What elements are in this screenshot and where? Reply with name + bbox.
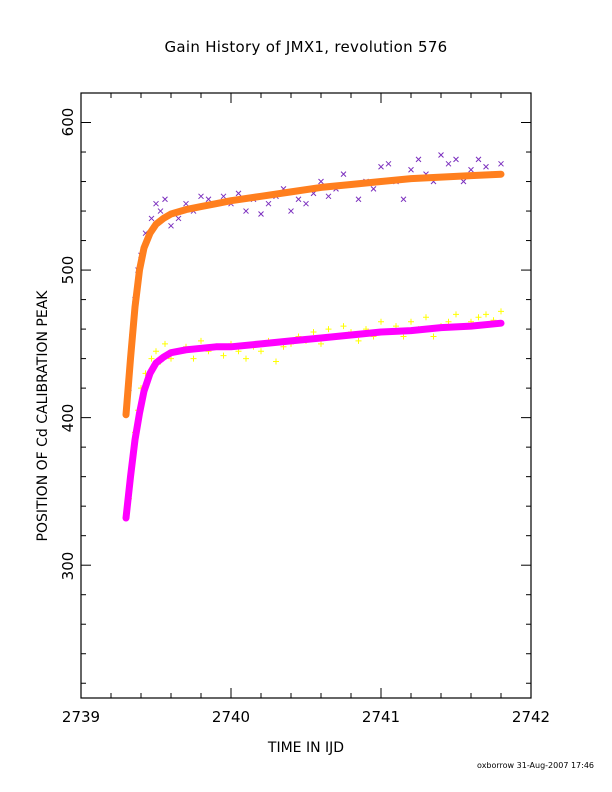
data-point	[198, 193, 204, 200]
data-point	[243, 355, 249, 362]
series-layer	[122, 152, 505, 522]
y-tick-label: 500	[59, 256, 77, 285]
data-point	[168, 222, 174, 229]
fit-curve	[122, 319, 505, 522]
x-axis-label: TIME IN IJD	[267, 740, 345, 756]
data-point	[460, 178, 467, 185]
data-point	[400, 196, 407, 203]
series-3	[122, 319, 505, 522]
data-point	[453, 311, 459, 318]
data-point	[408, 166, 414, 173]
data-point	[498, 160, 504, 167]
data-point	[258, 348, 264, 355]
y-tick-label: 600	[59, 108, 77, 137]
data-point	[190, 355, 197, 362]
data-point	[205, 196, 212, 203]
data-point	[318, 178, 324, 185]
data-point	[408, 318, 414, 325]
data-point	[445, 160, 452, 167]
data-point	[157, 208, 164, 214]
data-point	[288, 208, 294, 214]
data-point	[258, 211, 264, 217]
chart-title: Gain History of JMX1, revolution 576	[164, 38, 448, 56]
data-point	[325, 326, 332, 333]
data-point	[265, 200, 272, 207]
data-point	[273, 358, 279, 365]
data-point	[438, 152, 444, 158]
y-tick-label: 400	[59, 404, 77, 433]
data-point	[340, 323, 347, 330]
data-point	[445, 318, 452, 325]
data-point	[198, 337, 204, 344]
data-point	[325, 193, 332, 200]
data-point	[318, 340, 324, 347]
plot-frame	[80, 92, 532, 699]
data-point	[468, 166, 474, 173]
data-point	[153, 200, 159, 207]
fit-curve	[122, 170, 505, 419]
axis-ticks	[80, 92, 532, 698]
data-point	[370, 186, 377, 192]
data-point	[295, 196, 302, 203]
data-point	[415, 156, 422, 163]
data-point	[423, 314, 429, 321]
data-point	[400, 333, 407, 340]
data-point	[378, 318, 384, 325]
data-point	[183, 200, 189, 207]
y-axis-label: POSITION OF Cd CALIBRATION PEAK	[35, 290, 51, 542]
data-point	[148, 355, 155, 362]
x-tick-label: 2742	[512, 708, 550, 726]
data-point	[243, 208, 249, 214]
data-point	[153, 348, 159, 355]
data-point	[148, 215, 155, 222]
data-point	[355, 196, 362, 203]
data-point	[385, 160, 392, 167]
y-tick-label: 300	[59, 552, 77, 581]
data-point	[475, 156, 482, 163]
x-tick-label: 2740	[212, 708, 250, 726]
data-point	[162, 196, 168, 203]
data-point	[453, 156, 459, 163]
x-tick-label: 2739	[62, 708, 100, 726]
data-point	[483, 163, 489, 170]
data-point	[498, 308, 504, 315]
data-point	[220, 193, 227, 200]
data-point	[340, 171, 347, 178]
data-point	[483, 311, 489, 318]
data-point	[303, 200, 309, 207]
x-tick-label: 2741	[362, 708, 400, 726]
data-point	[220, 352, 227, 359]
data-point	[378, 163, 384, 170]
data-point	[235, 190, 242, 197]
data-point	[355, 337, 362, 344]
data-point	[475, 314, 482, 321]
data-point	[310, 329, 317, 336]
data-point	[175, 215, 182, 222]
series-2	[122, 170, 505, 419]
data-point	[162, 340, 168, 347]
footer-credit: oxborrow 31-Aug-2007 17:46	[477, 761, 594, 770]
data-point	[430, 333, 437, 340]
